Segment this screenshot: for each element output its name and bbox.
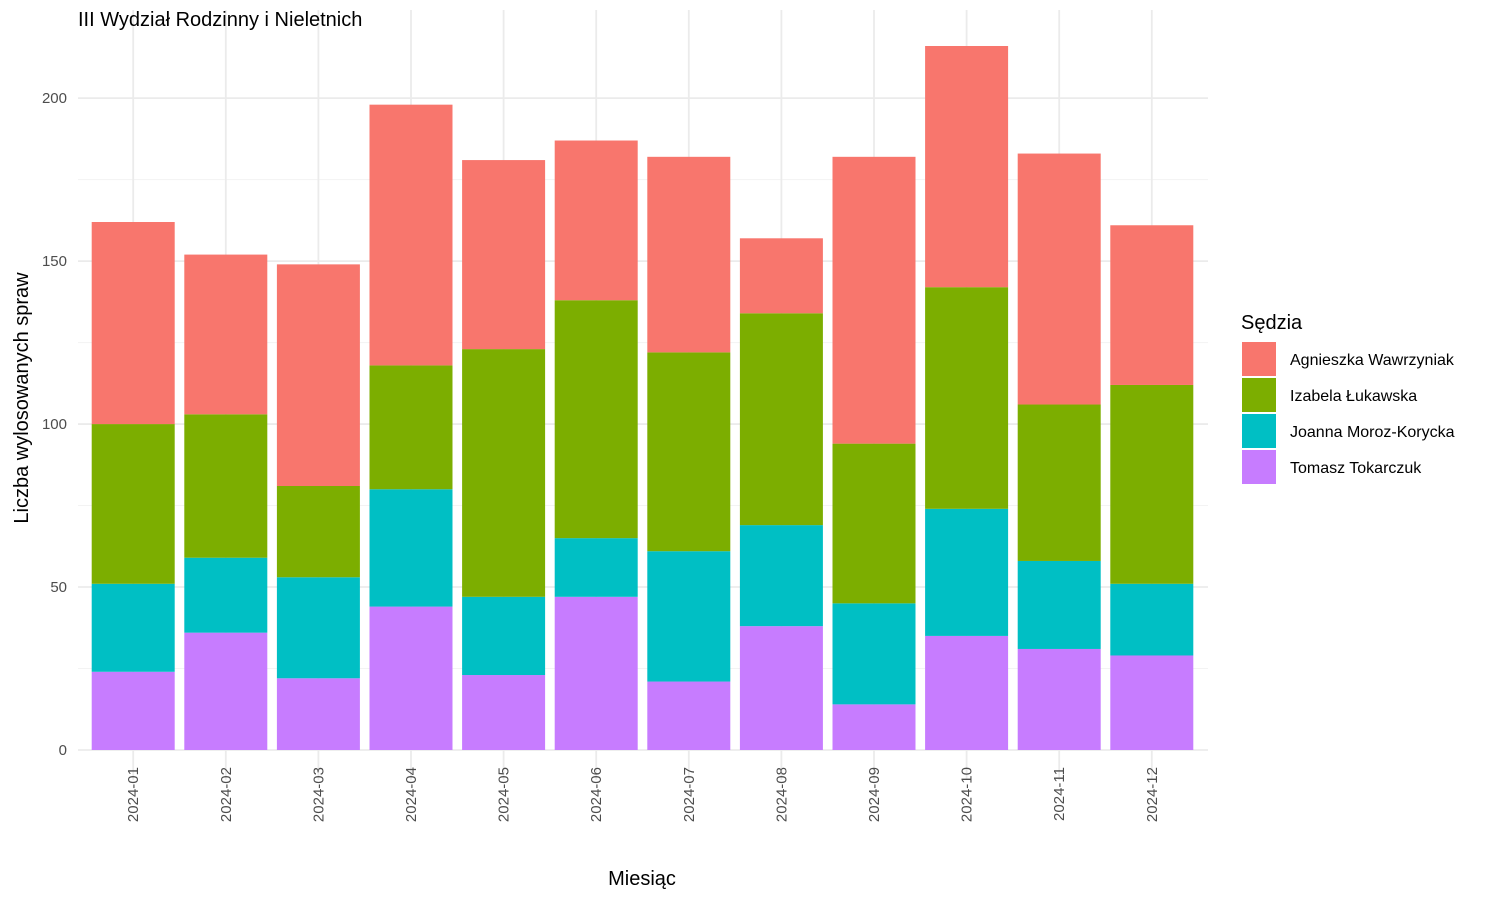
x-tick-label: 2024-10	[959, 767, 976, 822]
bar-segment	[832, 443, 916, 604]
bar-segment	[925, 46, 1009, 288]
bar-segment	[91, 424, 175, 584]
bar-segment	[739, 238, 823, 314]
bar-segment	[925, 508, 1009, 636]
x-tick-label: 2024-06	[588, 767, 605, 822]
bar-segment	[554, 140, 638, 301]
bar-segment	[184, 414, 268, 558]
legend: Sędzia Agnieszka Wawrzyniak Izabela Łukaw…	[1241, 312, 1455, 484]
y-tick-labels: 0 50 100 150 200	[42, 90, 67, 759]
bar-segment	[1017, 648, 1101, 750]
bar-segment	[1110, 655, 1194, 750]
legend-items: Agnieszka Wawrzyniak Izabela Łukawska Joan…	[1242, 342, 1455, 484]
bar-segment	[369, 489, 453, 607]
bar-segment	[832, 704, 916, 750]
bar-segment	[647, 156, 731, 353]
legend-label: Izabela Łukawska	[1290, 388, 1417, 405]
bar-segment	[925, 287, 1009, 509]
bar-segment	[462, 349, 546, 597]
legend-swatch	[1242, 414, 1276, 448]
legend-title: Sędzia	[1241, 312, 1303, 334]
bar-segment	[925, 635, 1009, 750]
bar-segment	[739, 626, 823, 750]
bar-segment	[1110, 384, 1194, 584]
bar-segment	[462, 675, 546, 750]
bar-segment	[276, 486, 360, 578]
bar-segment	[1017, 153, 1101, 405]
legend-label: Tomasz Tokarczuk	[1290, 460, 1422, 477]
legend-swatch	[1242, 450, 1276, 484]
bar-segment	[184, 254, 268, 415]
legend-swatch	[1242, 342, 1276, 376]
x-tick-label: 2024-12	[1144, 767, 1161, 822]
x-tick-label: 2024-02	[218, 767, 235, 822]
legend-label: Agnieszka Wawrzyniak	[1290, 352, 1455, 369]
bar-segment	[647, 551, 731, 682]
bar-segment	[276, 678, 360, 750]
bar-segment	[91, 671, 175, 750]
x-tick-label: 2024-01	[125, 767, 142, 822]
y-tick-label: 100	[42, 416, 67, 433]
x-tick-label: 2024-07	[681, 767, 698, 822]
chart-title: III Wydział Rodzinny i Nieletnich	[78, 9, 362, 31]
x-tick-label: 2024-05	[496, 767, 513, 822]
x-tick-label: 2024-09	[866, 767, 883, 822]
x-axis-title: Miesiąc	[608, 868, 676, 890]
y-tick-label: 200	[42, 90, 67, 107]
bar-segment	[184, 632, 268, 750]
bar-segment	[739, 525, 823, 627]
bar-segment	[91, 583, 175, 672]
bar-segment	[1110, 225, 1194, 385]
legend-label: Joanna Moroz-Korycka	[1290, 424, 1455, 441]
bar-segment	[276, 577, 360, 679]
x-tick-label: 2024-11	[1051, 767, 1068, 821]
bar-segment	[369, 606, 453, 750]
y-tick-label: 150	[42, 253, 67, 270]
y-axis-title: Liczba wylosowanych spraw	[11, 272, 33, 524]
x-tick-labels: 2024-01 2024-02 2024-03 2024-04 2024-05 2024-…	[125, 767, 1161, 822]
bar-segment	[554, 538, 638, 597]
x-tick-label: 2024-03	[310, 767, 327, 822]
bar-segment	[462, 160, 546, 350]
bar-segment	[647, 352, 731, 552]
bar-segment	[1110, 583, 1194, 656]
bar-segment	[832, 603, 916, 705]
bar-segment	[369, 104, 453, 366]
bar-segment	[832, 156, 916, 444]
x-tick-label: 2024-04	[403, 767, 420, 822]
legend-swatch	[1242, 378, 1276, 412]
bar-segment	[462, 596, 546, 676]
bar-segment	[184, 557, 268, 633]
bar-segment	[554, 300, 638, 539]
y-tick-label: 0	[59, 742, 67, 759]
bar-segment	[647, 681, 731, 750]
bar-segment	[1017, 404, 1101, 561]
bars-layer	[91, 46, 1194, 750]
bar-segment	[276, 264, 360, 486]
bar-segment	[554, 596, 638, 750]
bar-segment	[369, 365, 453, 490]
x-tick-label: 2024-08	[773, 767, 790, 822]
bar-segment	[739, 313, 823, 526]
bar-segment	[1017, 560, 1101, 649]
y-tick-label: 50	[50, 579, 67, 596]
bar-segment	[91, 222, 175, 425]
